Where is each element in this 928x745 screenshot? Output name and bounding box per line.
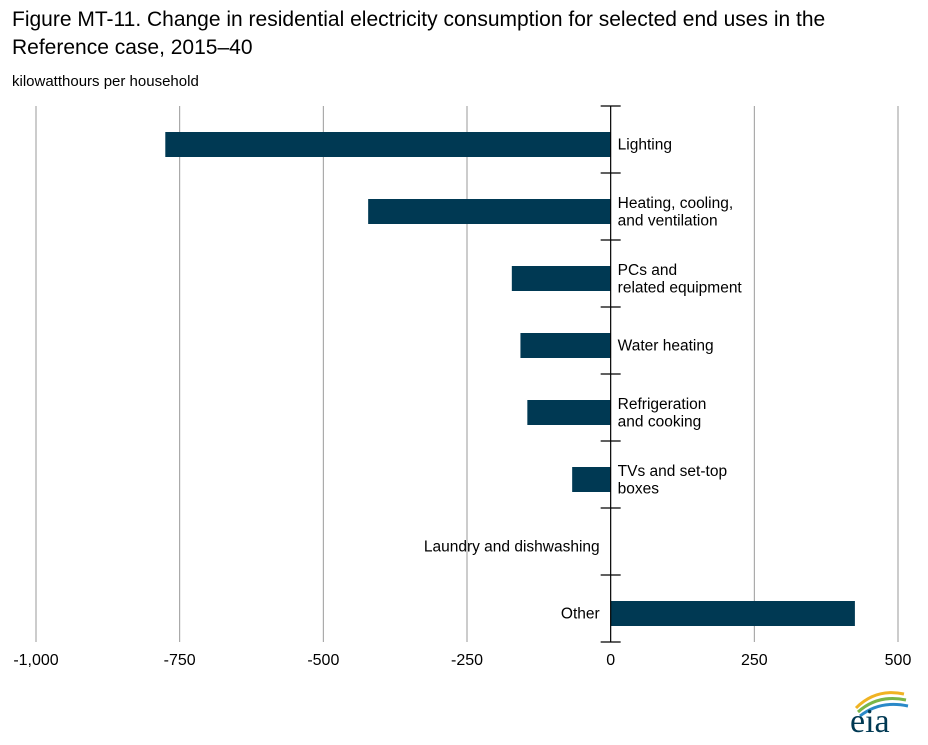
category-label-line: Heating, cooling, [618,195,733,212]
category-label-line: and ventilation [618,212,718,229]
category-label-line: and cooking [618,413,702,430]
x-tick-label: -250 [451,652,483,669]
gridlines [35,106,899,642]
category-label-line: related equipment [618,279,743,296]
category-label-line: Other [561,606,600,623]
category-label-line: boxes [618,480,660,497]
eia-logo: eia [850,691,909,736]
category-labels: Lighting Heating, cooling, and ventilation… [424,137,743,623]
bar [572,467,611,492]
bar [610,601,855,626]
category-label: Other [561,606,600,623]
x-tick-labels: -1,000 -750 -500 -250 0 250 500 [13,652,911,669]
bar [368,199,611,224]
category-label-line: Laundry and dishwashing [424,539,600,556]
x-tick-label: -750 [164,652,196,669]
axis-unit-label: kilowatthours per household [12,73,199,90]
category-label: TVs and set-top boxes [618,463,727,498]
bar [520,333,611,358]
category-label: Water heating [618,338,714,355]
category-label: Heating, cooling, and ventilation [618,195,733,230]
bar [511,266,611,291]
category-label-line: Water heating [618,338,714,355]
category-label: PCs and related equipment [618,262,743,297]
chart-title: Figure MT-11. Change in residential elec… [12,8,826,59]
x-tick-label: -500 [307,652,339,669]
zero-axis [600,105,621,643]
category-label: Refrigeration and cooking [618,396,707,431]
category-label: Laundry and dishwashing [424,539,600,556]
bar [165,132,611,157]
category-label-line: Lighting [618,137,672,154]
category-label-line: Refrigeration [618,396,707,413]
bars [165,132,855,626]
bar [527,400,611,425]
category-label-line: PCs and [618,262,677,279]
category-label: Lighting [618,137,672,154]
x-tick-label: 500 [885,652,912,669]
category-label-line: TVs and set-top [618,463,727,480]
x-tick-label: 250 [741,652,768,669]
x-tick-label: -1,000 [13,652,58,669]
x-tick-label: 0 [606,652,615,669]
eia-logo-text: eia [850,703,890,736]
